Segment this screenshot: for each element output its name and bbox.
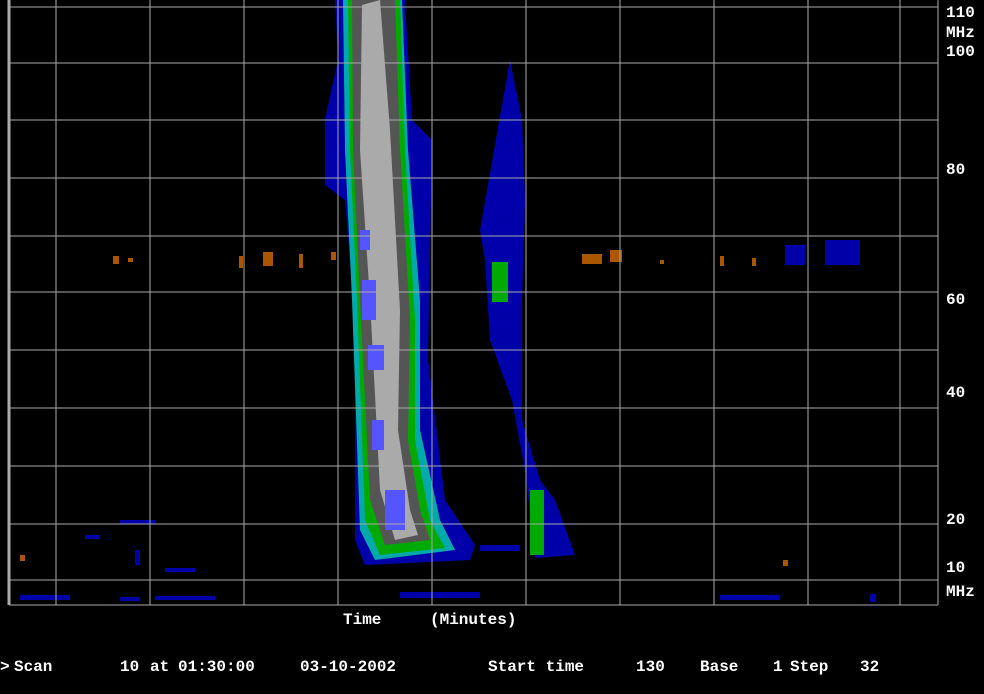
scan-number: 10	[120, 658, 139, 676]
scan-date: 03-10-2002	[300, 658, 396, 676]
freq-label: 110	[946, 4, 975, 22]
freq-label: 60	[946, 291, 965, 309]
freq-unit: MHz	[946, 583, 975, 601]
freq-label: 80	[946, 161, 965, 179]
step-label: Step	[790, 658, 828, 676]
second-green	[492, 262, 508, 302]
start-label: Start time	[488, 658, 584, 676]
freq-label: 10	[946, 559, 965, 577]
step-value: 32	[860, 658, 879, 676]
second-green-low	[530, 490, 544, 555]
freq-label: 40	[946, 384, 965, 402]
start-value: 130	[636, 658, 665, 676]
time-unit: (Minutes)	[430, 611, 516, 629]
prompt: >	[0, 658, 10, 676]
freq-label: 20	[946, 511, 965, 529]
freq-label: 100	[946, 43, 975, 61]
scan-time: 01:30:00	[178, 658, 255, 676]
base-label: Base	[700, 658, 738, 676]
time-label: Time	[343, 611, 381, 629]
background	[0, 0, 984, 694]
freq-unit: MHz	[946, 24, 975, 42]
screen: 110 MHz 100 80 60 40 20 10 MHz Time (Min…	[0, 0, 984, 694]
base-value: 1	[773, 658, 783, 676]
at-label: at	[150, 658, 169, 676]
scan-label: Scan	[14, 658, 52, 676]
